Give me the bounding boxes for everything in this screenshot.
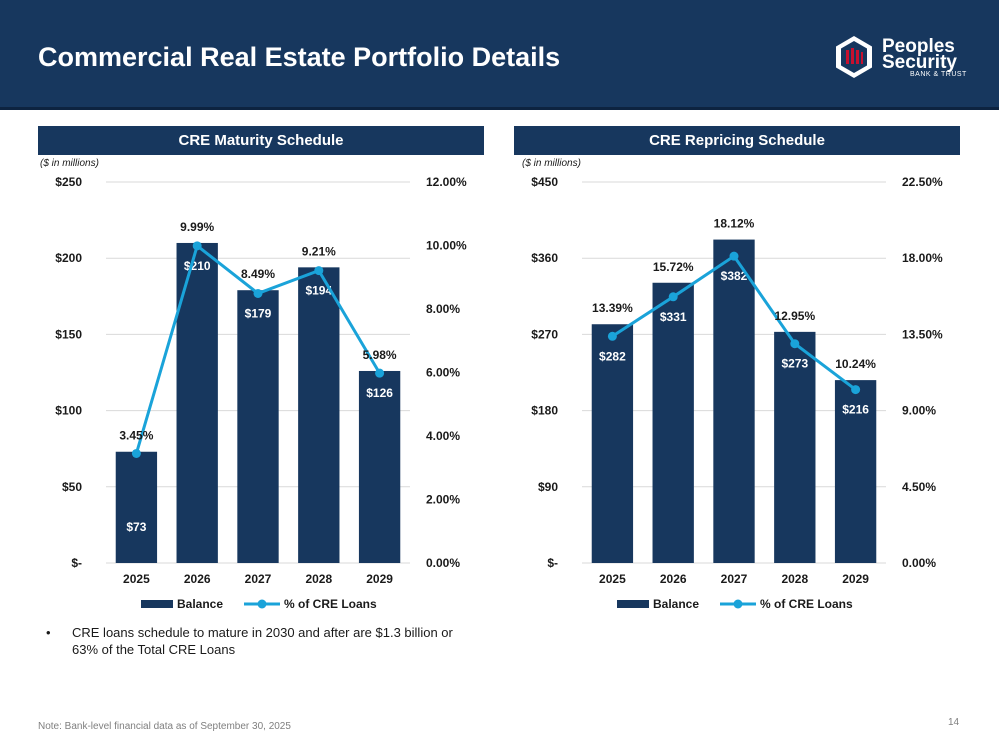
bar-value-label: $282 [599, 349, 626, 363]
y2-tick-label: 10.00% [426, 239, 467, 253]
y2-tick-label: 13.50% [902, 327, 943, 341]
repricing-chart-title: CRE Repricing Schedule [514, 126, 960, 155]
y-tick-label: $90 [538, 480, 558, 494]
maturity-unit-note: ($ in millions) [40, 158, 99, 169]
y-tick-label: $450 [531, 175, 558, 189]
bar-value-label: $210 [184, 259, 211, 273]
bar [713, 239, 755, 563]
y2-tick-label: 4.00% [426, 429, 460, 443]
x-tick-label: 2026 [184, 572, 211, 586]
bar [358, 370, 401, 563]
line-value-label: 15.72% [653, 260, 694, 274]
x-tick-label: 2026 [660, 572, 687, 586]
hexagon-logo-icon [836, 36, 872, 78]
bar [652, 282, 694, 563]
line-point [790, 339, 800, 349]
x-tick-label: 2027 [245, 572, 272, 586]
legend-swatch-balance [141, 600, 173, 608]
legend-marker-line [733, 599, 743, 609]
y-tick-label: $180 [531, 404, 558, 418]
y2-tick-label: 12.00% [426, 175, 467, 189]
legend-label-line: % of CRE Loans [760, 597, 853, 611]
bar [237, 290, 279, 563]
bar [298, 267, 340, 563]
line-value-label: 9.99% [180, 220, 214, 234]
bullet-dot: • [46, 625, 51, 640]
header-bar: Commercial Real Estate Portfolio Details… [0, 0, 999, 110]
bar [834, 380, 877, 563]
x-tick-label: 2028 [781, 572, 808, 586]
y-tick-label: $200 [55, 251, 82, 265]
bar-value-label: $179 [245, 306, 272, 320]
line-point [375, 368, 385, 378]
y2-tick-label: 4.50% [902, 480, 936, 494]
y2-tick-label: 0.00% [426, 556, 460, 570]
y2-tick-label: 2.00% [426, 493, 460, 507]
logo-line-2: Security [882, 52, 957, 73]
bar-value-label: $331 [660, 310, 687, 324]
x-tick-label: 2029 [842, 572, 869, 586]
bar [774, 331, 816, 563]
maturity-chart: $- $50 $100 $150 $200 $250 0.00% 2.00% 4.00% 6.00… [55, 175, 467, 611]
line-value-label: 5.98% [363, 348, 397, 362]
line-value-label: 12.95% [774, 309, 815, 323]
bar-value-label: $273 [781, 357, 808, 371]
y2-tick-label: 22.50% [902, 175, 943, 189]
y2-tick-label: 0.00% [902, 556, 936, 570]
line-point [192, 241, 202, 251]
x-tick-label: 2027 [721, 572, 748, 586]
line-value-label: 10.24% [835, 357, 876, 371]
maturity-chart-title: CRE Maturity Schedule [38, 126, 484, 155]
bar-value-label: $382 [721, 269, 748, 283]
bar [591, 324, 634, 563]
legend-marker-line [257, 599, 267, 609]
repricing-unit-note: ($ in millions) [522, 158, 581, 169]
line-point [851, 385, 861, 395]
x-tick-label: 2029 [366, 572, 393, 586]
line-value-label: 8.49% [241, 267, 275, 281]
repricing-chart: $- $90 $180 $270 $360 $450 0.00% 4.50% 9.00% 13.5… [531, 175, 943, 611]
bar-value-label: $216 [842, 403, 869, 417]
legend-label-balance: Balance [653, 597, 699, 611]
bar-value-label: $126 [366, 386, 393, 400]
logo-line-1: Peoples [882, 36, 955, 57]
line-point [314, 266, 324, 276]
bar-value-label: $73 [126, 520, 146, 534]
line-point [729, 251, 739, 261]
y2-tick-label: 8.00% [426, 302, 460, 316]
x-tick-label: 2025 [599, 572, 626, 586]
line-value-label: 18.12% [714, 217, 755, 231]
y-tick-label: $100 [55, 404, 82, 418]
logo-sub: BANK & TRUST [910, 71, 967, 78]
x-tick-label: 2025 [123, 572, 150, 586]
page-title: Commercial Real Estate Portfolio Details [38, 42, 561, 72]
line-point [131, 448, 141, 458]
line-point [253, 288, 263, 298]
y-tick-label: $150 [55, 327, 82, 341]
line-point [668, 292, 678, 302]
y-tick-label: $360 [531, 251, 558, 265]
y-tick-label: $- [71, 556, 82, 570]
line-value-label: 3.45% [119, 429, 153, 443]
bullet-text: CRE loans schedule to mature in 2030 and… [72, 625, 453, 657]
y-tick-label: $250 [55, 175, 82, 189]
bar [115, 451, 158, 563]
footnote: Note: Bank-level financial data as of Se… [38, 721, 291, 732]
legend-swatch-balance [617, 600, 649, 608]
y-tick-label: $- [547, 556, 558, 570]
y-tick-label: $270 [531, 327, 558, 341]
y2-tick-label: 9.00% [902, 404, 936, 418]
y-tick-label: $50 [62, 480, 82, 494]
page-number: 14 [948, 717, 960, 728]
line-value-label: 13.39% [592, 301, 633, 315]
bar-value-label: $194 [305, 284, 332, 298]
bank-logo: Peoples Security BANK & TRUST [834, 33, 979, 81]
x-tick-label: 2028 [305, 572, 332, 586]
legend-label-line: % of CRE Loans [284, 597, 377, 611]
legend-label-balance: Balance [177, 597, 223, 611]
y2-tick-label: 18.00% [902, 251, 943, 265]
line-value-label: 9.21% [302, 244, 336, 258]
line-point [607, 331, 617, 341]
y2-tick-label: 6.00% [426, 366, 460, 380]
